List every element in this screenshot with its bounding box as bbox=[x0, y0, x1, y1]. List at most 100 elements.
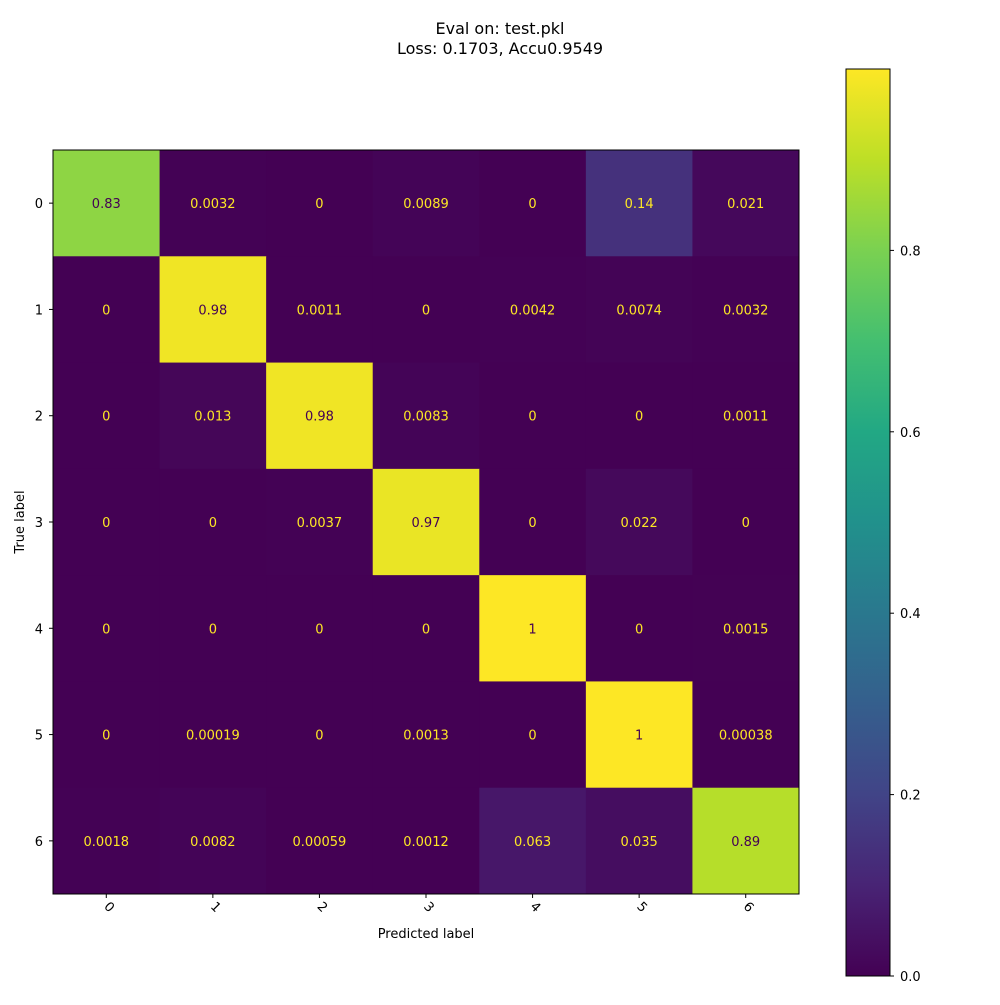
heatmap-cell bbox=[53, 362, 161, 470]
heatmap-cell bbox=[372, 256, 480, 364]
cell-value-label: 0.022 bbox=[621, 516, 658, 531]
cell-value-label: 0.0082 bbox=[190, 835, 236, 850]
cell-value-label: 0 bbox=[635, 410, 643, 425]
cell-value-label: 0.0074 bbox=[616, 303, 662, 318]
heatmap-cell bbox=[372, 362, 480, 470]
cell-value-label: 0.0015 bbox=[723, 622, 769, 637]
heatmap-cell bbox=[372, 575, 480, 682]
cell-value-label: 1 bbox=[635, 729, 643, 744]
colorbar bbox=[845, 68, 891, 977]
heatmap-cell bbox=[159, 575, 267, 682]
cell-value-label: 0.0089 bbox=[403, 197, 449, 212]
heatmap-cell bbox=[159, 468, 267, 576]
cell-value-label: 0.98 bbox=[198, 303, 227, 318]
heatmap-cell bbox=[372, 681, 480, 789]
y-axis-label: True label bbox=[13, 490, 28, 554]
cell-value-label: 0.0012 bbox=[403, 835, 449, 850]
heatmap-cell bbox=[479, 468, 587, 576]
cell-value-label: 0 bbox=[742, 516, 750, 531]
y-tick-label: 2 bbox=[35, 410, 43, 425]
heatmap-cell bbox=[479, 575, 587, 682]
heatmap-cell bbox=[53, 575, 161, 682]
x-axis-ticks: 0 1 2 3 4 5 6 bbox=[101, 894, 756, 916]
cell-value-label: 0.00038 bbox=[719, 729, 773, 744]
heatmap-cell bbox=[585, 362, 693, 470]
cell-value-label: 0.0042 bbox=[510, 303, 556, 318]
cell-value-label: 0.0032 bbox=[723, 303, 769, 318]
cell-value-label: 0 bbox=[315, 622, 323, 637]
cell-value-label: 0.021 bbox=[727, 197, 764, 212]
x-tick-label: 0 bbox=[101, 899, 117, 915]
cell-value-label: 0.00019 bbox=[186, 729, 240, 744]
heatmap-cell bbox=[53, 468, 161, 576]
heatmap-cell bbox=[159, 681, 267, 789]
cell-value-label: 0.97 bbox=[412, 516, 441, 531]
colorbar-tick-label: 0.8 bbox=[900, 244, 921, 259]
heatmap-cell bbox=[692, 787, 800, 895]
x-tick-label: 5 bbox=[633, 899, 649, 915]
cell-value-label: 0.89 bbox=[731, 835, 760, 850]
cell-value-label: 0.0018 bbox=[84, 835, 130, 850]
heatmap-cell bbox=[159, 787, 267, 895]
cell-value-label: 0 bbox=[102, 410, 110, 425]
cell-value-label: 0.0037 bbox=[297, 516, 343, 531]
x-tick-label: 6 bbox=[740, 899, 756, 915]
heatmap-cell bbox=[585, 468, 693, 576]
cell-value-label: 0.0011 bbox=[297, 303, 343, 318]
cell-value-label: 0.063 bbox=[514, 835, 551, 850]
cell-value-label: 0 bbox=[315, 729, 323, 744]
heatmap-cell bbox=[585, 150, 693, 257]
x-tick-label: 4 bbox=[527, 899, 543, 915]
cell-value-label: 0 bbox=[209, 622, 217, 637]
heatmap-cell bbox=[372, 787, 480, 895]
cell-value-label: 0 bbox=[209, 516, 217, 531]
cell-value-label: 0.013 bbox=[194, 410, 231, 425]
heatmap-cell bbox=[159, 150, 267, 257]
heatmap-cell bbox=[159, 362, 267, 470]
y-axis-ticks: 0 1 2 3 4 5 6 bbox=[35, 197, 53, 850]
heatmap-cell bbox=[53, 256, 161, 364]
heatmap-cell bbox=[53, 681, 161, 789]
heatmap-cells bbox=[53, 150, 800, 895]
heatmap-cell bbox=[585, 575, 693, 682]
x-tick-label: 3 bbox=[420, 899, 436, 915]
heatmap-cell bbox=[692, 468, 800, 576]
y-tick-label: 1 bbox=[35, 303, 43, 318]
heatmap-cell bbox=[372, 150, 480, 257]
heatmap-cell bbox=[266, 362, 374, 470]
heatmap-cell bbox=[266, 256, 374, 364]
cell-value-label: 0 bbox=[102, 516, 110, 531]
cell-value-label: 0.98 bbox=[305, 410, 334, 425]
heatmap-cell bbox=[159, 256, 267, 364]
cell-value-label: 0.035 bbox=[621, 835, 658, 850]
cell-value-label: 0 bbox=[102, 303, 110, 318]
cell-value-label: 0.14 bbox=[625, 197, 654, 212]
cell-value-label: 0 bbox=[528, 410, 536, 425]
x-tick-label: 2 bbox=[314, 899, 330, 915]
heatmap-cell bbox=[692, 256, 800, 364]
cell-value-label: 0.0011 bbox=[723, 410, 769, 425]
colorbar-tick-label: 0.6 bbox=[900, 426, 921, 441]
y-tick-label: 6 bbox=[35, 835, 43, 850]
cell-value-label: 0 bbox=[528, 729, 536, 744]
heatmap-cell bbox=[266, 681, 374, 789]
cell-value-label: 0 bbox=[102, 729, 110, 744]
heatmap-cell bbox=[479, 256, 587, 364]
heatmap-cell bbox=[692, 681, 800, 789]
heatmap-cell bbox=[585, 787, 693, 895]
heatmap-cell-labels: 0.83 0.0032 0 0.0089 0 0.14 0.021 0 0.98 0.0011 0 0… bbox=[84, 197, 773, 850]
heatmap-cell bbox=[266, 150, 374, 257]
heatmap-cell bbox=[692, 150, 800, 257]
y-tick-label: 4 bbox=[35, 622, 43, 637]
colorbar-tick-label: 0.4 bbox=[900, 607, 921, 622]
chart-title-line1: Eval on: test.pkl bbox=[436, 19, 565, 38]
cell-value-label: 0 bbox=[528, 516, 536, 531]
heatmap-cell bbox=[479, 150, 587, 257]
chart-title-line2: Loss: 0.1703, Accu0.9549 bbox=[397, 39, 603, 58]
cell-value-label: 0.00059 bbox=[293, 835, 347, 850]
heatmap-cell bbox=[692, 362, 800, 470]
heatmap-cell bbox=[479, 681, 587, 789]
cell-value-label: 1 bbox=[528, 622, 536, 637]
colorbar-tick-label: 0.2 bbox=[900, 789, 921, 804]
